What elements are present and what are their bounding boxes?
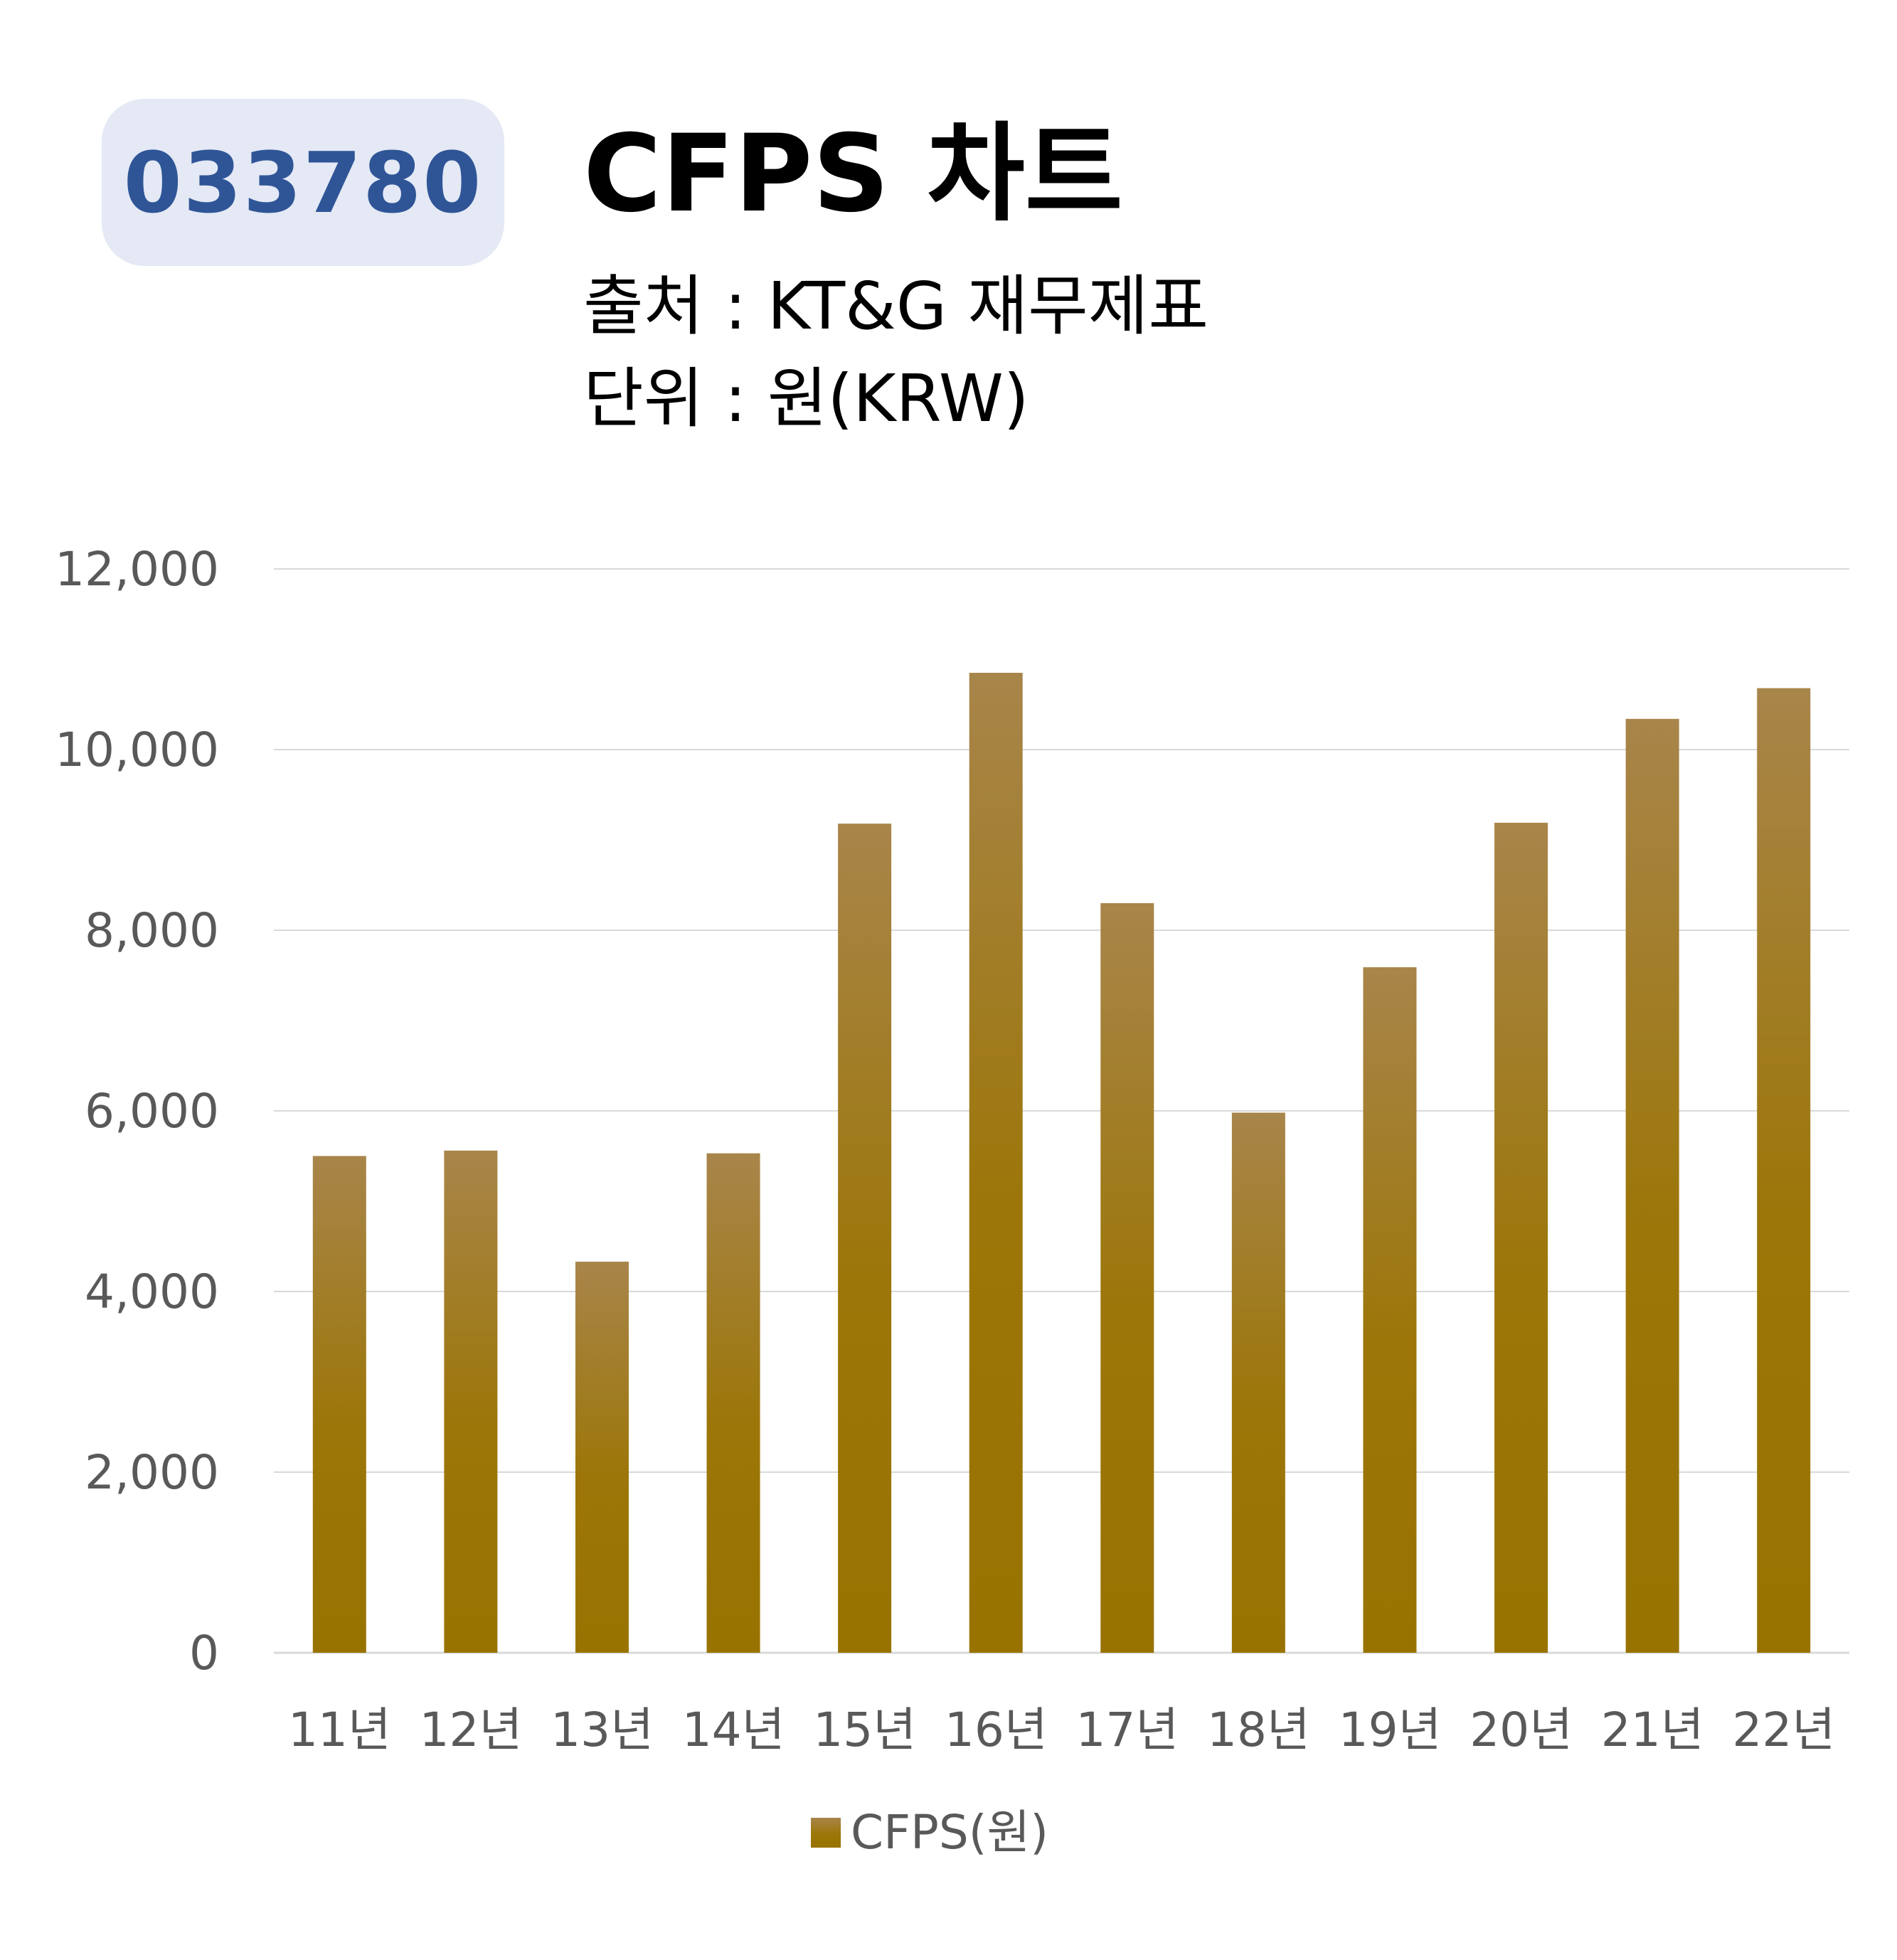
y-tick-label: 6,000 xyxy=(85,1084,219,1139)
x-tick-label: 20년 xyxy=(1470,1703,1573,1757)
bar-22년 xyxy=(1757,688,1811,1653)
legend-label: CFPS(원) xyxy=(851,1805,1048,1860)
bar-16년 xyxy=(969,673,1023,1653)
chart-title: CFPS 차트 xyxy=(583,112,1123,236)
x-tick-label: 19년 xyxy=(1339,1703,1442,1757)
x-tick-label: 12년 xyxy=(420,1703,523,1757)
x-tick-label: 15년 xyxy=(813,1703,916,1757)
bar-12년 xyxy=(444,1150,498,1653)
source-note: 출처 : KT&G 재무제표 xyxy=(583,268,1208,344)
bar-14년 xyxy=(706,1153,760,1653)
y-tick-label: 0 xyxy=(189,1626,219,1681)
bar-18년 xyxy=(1231,1112,1285,1653)
bar-20년 xyxy=(1494,822,1548,1653)
unit-note: 단위 : 원(KRW) xyxy=(583,361,1029,437)
y-tick-label: 12,000 xyxy=(55,542,219,597)
x-tick-label: 22년 xyxy=(1732,1703,1835,1757)
bar-17년 xyxy=(1100,902,1154,1653)
x-tick-label: 16년 xyxy=(945,1703,1048,1757)
y-tick-label: 10,000 xyxy=(55,723,219,777)
y-tick-label: 2,000 xyxy=(85,1445,219,1500)
x-tick-label: 17년 xyxy=(1075,1703,1179,1757)
bar-19년 xyxy=(1363,967,1417,1653)
x-axis-tick-labels: 11년 12년 13년 14년 15년 16년 17년 18년 19년 20년 21년 22년 xyxy=(288,1703,1835,1757)
legend-swatch xyxy=(811,1818,841,1848)
gridlines xyxy=(274,568,1849,1654)
x-tick-label: 13년 xyxy=(551,1703,654,1757)
bars xyxy=(312,673,1811,1653)
bar-11년 xyxy=(312,1156,366,1653)
x-tick-label: 18년 xyxy=(1207,1703,1310,1757)
bar-15년 xyxy=(838,824,892,1653)
legend: CFPS(원) xyxy=(811,1805,1048,1860)
y-tick-label: 4,000 xyxy=(85,1264,219,1319)
x-tick-label: 21년 xyxy=(1601,1703,1704,1757)
x-tick-label: 14년 xyxy=(682,1703,785,1757)
stock-code: 033780 xyxy=(123,133,483,232)
stock-code-badge: 033780 xyxy=(102,99,504,266)
bar-21년 xyxy=(1625,718,1679,1653)
y-tick-label: 8,000 xyxy=(85,903,219,958)
bar-13년 xyxy=(575,1262,629,1653)
x-tick-label: 11년 xyxy=(288,1703,391,1757)
y-axis-tick-labels: 0 2,000 4,000 6,000 8,000 10,000 12,000 xyxy=(55,542,219,1681)
